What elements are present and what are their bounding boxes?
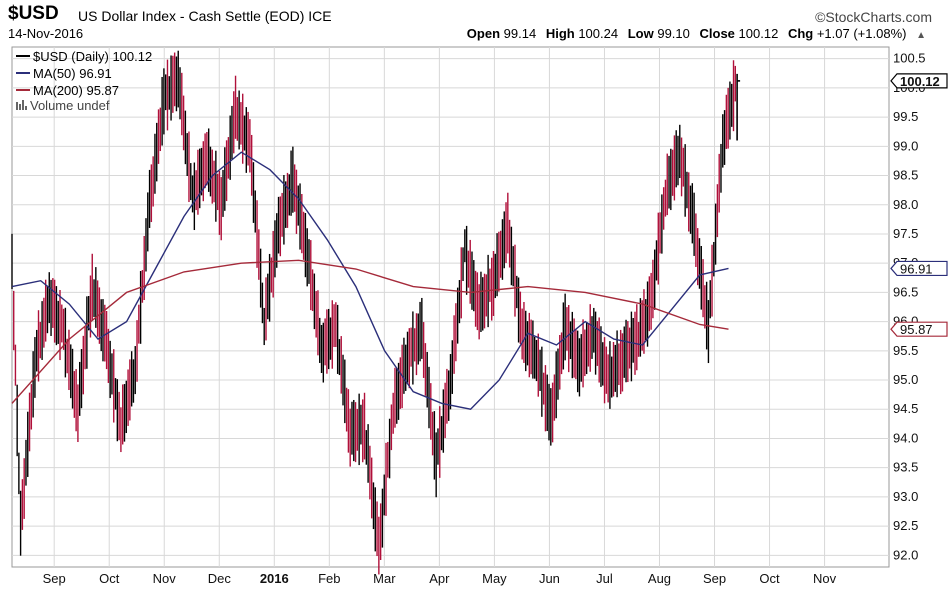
- x-tick-label: Sep: [43, 571, 66, 586]
- price-tag-ma200-box: [890, 321, 948, 337]
- y-tick-label: 98.0: [893, 197, 918, 212]
- quote-date: 14-Nov-2016: [8, 26, 84, 41]
- x-tick-label: Oct: [99, 571, 120, 586]
- price-tag-ma200: 95.87: [900, 322, 933, 337]
- chart-header: $USD US Dollar Index - Cash Settle (EOD)…: [8, 3, 940, 27]
- ma50-line: [11, 151, 729, 410]
- plot-area: [11, 46, 890, 568]
- low-value: 99.10: [657, 26, 690, 41]
- price-tag-ma50: 96.91: [900, 261, 933, 276]
- x-tick-label: May: [482, 571, 507, 586]
- legend-volume: Volume undef: [30, 98, 110, 113]
- y-tick-label: 92.0: [893, 547, 918, 562]
- x-tick-label: Mar: [373, 571, 396, 586]
- y-tick-label: 99.5: [893, 109, 918, 124]
- ma200-line: [11, 259, 729, 404]
- instrument-name: US Dollar Index - Cash Settle (EOD): [78, 8, 305, 24]
- x-tick-label: Nov: [153, 571, 177, 586]
- ticker-symbol: $USD: [8, 3, 59, 24]
- brand-watermark[interactable]: ©StockCharts.com: [815, 9, 932, 25]
- volume-icon: [16, 100, 27, 110]
- price-tag-ma50-box: [890, 260, 948, 277]
- y-tick-label: 99.0: [893, 138, 918, 153]
- quote-row: 14-Nov-2016 Open 99.14 High 100.24 Low 9…: [8, 26, 940, 44]
- legend-ma50: MA(50) 96.91: [33, 66, 112, 81]
- y-tick-label: 92.5: [893, 518, 918, 533]
- x-axis: Sep Oct Nov Dec 2016 Feb Mar Apr May Jun Jul Aug Sep…: [43, 571, 837, 586]
- series-layer: [11, 50, 741, 575]
- y-tick-label: 97.5: [893, 226, 918, 241]
- y-tick-label: 95.0: [893, 372, 918, 387]
- y-tick-label: 98.5: [893, 168, 918, 183]
- legend-ma200: MA(200) 95.87: [33, 83, 119, 98]
- price-tag-close-box: [890, 73, 948, 89]
- x-tick-label: Nov: [813, 571, 837, 586]
- y-tick-label: 93.0: [893, 489, 918, 504]
- high-value: 100.24: [578, 26, 619, 41]
- close-value: 100.12: [738, 26, 779, 41]
- x-tick-label: Jul: [596, 571, 613, 586]
- y-tick-label: 94.0: [893, 430, 918, 445]
- ohlc-summary: Open 99.14 High 100.24 Low 99.10 Close 1…: [467, 26, 932, 41]
- price-tag-close: 100.12: [900, 74, 940, 89]
- y-tick-label: 93.5: [893, 460, 918, 475]
- price-tags: 100.12 96.91 95.87: [890, 73, 948, 337]
- exchange-label: ICE: [308, 8, 332, 24]
- high-label: High: [545, 26, 575, 41]
- x-tick-label: Apr: [429, 571, 450, 586]
- x-tick-label: Dec: [208, 571, 232, 586]
- close-label: Close: [699, 26, 735, 41]
- x-tick-label: 2016: [260, 571, 289, 586]
- y-axis: 92.092.593.093.594.094.595.095.596.096.5…: [893, 51, 926, 563]
- up-arrow-icon: ▲: [916, 30, 926, 41]
- y-tick-label: 94.5: [893, 401, 918, 416]
- chg-value: +1.07 (+1.08%): [816, 26, 907, 41]
- low-label: Low: [627, 26, 654, 41]
- x-tick-label: Sep: [703, 571, 726, 586]
- chg-label: Chg: [787, 26, 814, 41]
- x-tick-label: Oct: [759, 571, 780, 586]
- y-tick-label: 96.5: [893, 284, 918, 299]
- x-tick-label: Feb: [318, 571, 340, 586]
- legend-price: $USD (Daily) 100.12: [33, 49, 152, 64]
- x-tick-label: Aug: [648, 571, 671, 586]
- instrument-description: US Dollar Index - Cash Settle (EOD) ICE: [78, 8, 332, 24]
- y-tick-label: 100.5: [893, 51, 926, 66]
- y-tick-label: 95.5: [893, 343, 918, 358]
- x-tick-label: Jun: [539, 571, 560, 586]
- open-label: Open: [466, 26, 501, 41]
- open-value: 99.14: [503, 26, 537, 41]
- legend: $USD (Daily) 100.12 MA(50) 96.91 MA(200)…: [16, 49, 152, 113]
